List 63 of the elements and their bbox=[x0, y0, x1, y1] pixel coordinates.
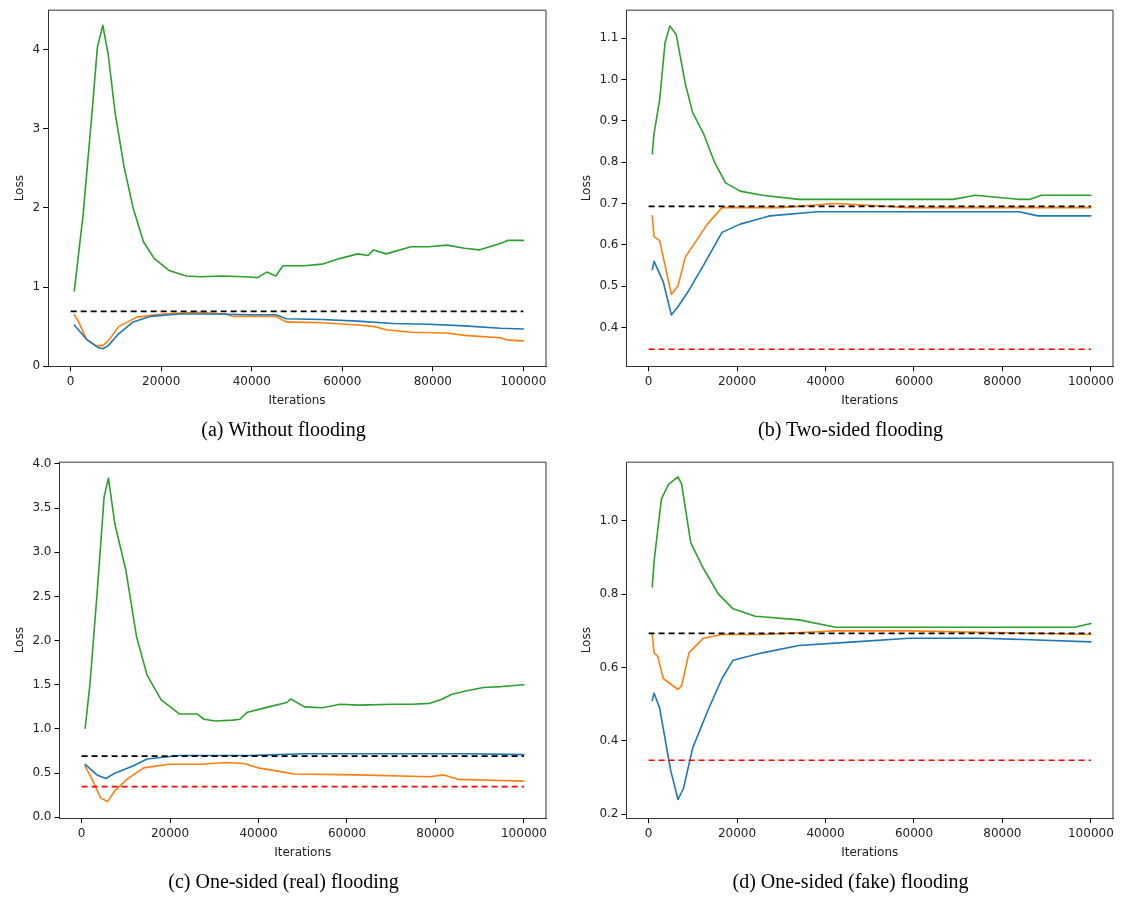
y-axis-title: Loss bbox=[12, 627, 27, 654]
x-tick-label: 60000 bbox=[894, 373, 934, 388]
x-tick-label: 20000 bbox=[150, 825, 190, 840]
y-tick-label: 2 bbox=[32, 200, 41, 215]
x-tick-label: 60000 bbox=[894, 825, 934, 840]
x-tick-label: 20000 bbox=[717, 373, 757, 388]
text: (c) One-sided (real) flooding bbox=[167, 870, 400, 895]
x-tick-label: 80000 bbox=[416, 825, 455, 840]
y-tick-label: 0.5 bbox=[32, 765, 52, 780]
y-axis-title: Loss bbox=[579, 627, 594, 654]
y-tick-label: 3 bbox=[32, 120, 41, 135]
y-tick-label: 0.2 bbox=[599, 806, 619, 821]
y-tick-label: 0.6 bbox=[599, 236, 619, 251]
x-tick-label: 20000 bbox=[142, 373, 181, 388]
x-tick-label: 60000 bbox=[327, 825, 367, 840]
y-tick-label: 0.9 bbox=[599, 113, 619, 128]
y-tick-label: 0 bbox=[32, 358, 41, 373]
y-tick-label: 0.6 bbox=[599, 659, 619, 674]
y-tick-label: 4.0 bbox=[32, 456, 52, 471]
y-tick-label: 1.1 bbox=[599, 30, 619, 45]
x-axis-title: Iterations bbox=[841, 392, 899, 407]
y-tick-label: 0.7 bbox=[599, 195, 619, 210]
y-tick-label: 1.0 bbox=[599, 71, 619, 86]
x-tick-label: 80000 bbox=[413, 373, 452, 388]
x-axis-title: Iterations bbox=[841, 844, 899, 859]
y-tick-label: 3.0 bbox=[32, 544, 52, 559]
x-tick-label: 40000 bbox=[806, 373, 845, 388]
y-tick-label: 0.4 bbox=[599, 732, 619, 747]
y-tick-label: 1 bbox=[32, 279, 41, 294]
y-tick-label: 0.8 bbox=[599, 154, 619, 169]
x-axis-title: Iterations bbox=[274, 844, 332, 859]
x-tick-label: 40000 bbox=[806, 825, 845, 840]
text: (d) One-sided (fake) flooding bbox=[731, 870, 970, 895]
y-tick-label: 1.0 bbox=[32, 721, 52, 736]
text: (a) Without flooding bbox=[200, 418, 367, 443]
x-tick-label: 100000 bbox=[500, 373, 547, 388]
x-tick-label: 80000 bbox=[983, 825, 1022, 840]
x-tick-label: 40000 bbox=[232, 373, 271, 388]
y-axis-title: Loss bbox=[579, 175, 594, 202]
x-tick-label: 100000 bbox=[500, 825, 547, 840]
x-tick-label: 60000 bbox=[323, 373, 362, 388]
y-tick-label: 2.5 bbox=[32, 588, 52, 603]
y-axis-title: Loss bbox=[12, 175, 27, 202]
text: (b) Two-sided flooding bbox=[757, 418, 944, 443]
x-axis-title: Iterations bbox=[268, 392, 326, 407]
y-tick-label: 4 bbox=[32, 41, 41, 56]
y-tick-label: 0.4 bbox=[599, 319, 619, 334]
x-tick-label: 20000 bbox=[717, 825, 757, 840]
x-tick-label: 0 bbox=[644, 825, 653, 840]
x-tick-label: 80000 bbox=[983, 373, 1022, 388]
y-tick-label: 1.0 bbox=[599, 512, 619, 527]
x-tick-label: 0 bbox=[644, 373, 653, 388]
x-tick-label: 40000 bbox=[239, 825, 278, 840]
y-tick-label: 2.0 bbox=[32, 632, 52, 647]
y-tick-label: 0.5 bbox=[599, 278, 619, 293]
x-tick-label: 0 bbox=[77, 825, 86, 840]
y-tick-label: 3.5 bbox=[32, 500, 52, 515]
y-tick-label: 0.8 bbox=[599, 586, 619, 601]
y-tick-label: 1.5 bbox=[32, 676, 52, 691]
x-tick-label: 100000 bbox=[1067, 373, 1114, 388]
y-tick-label: 0.0 bbox=[32, 809, 52, 824]
x-tick-label: 100000 bbox=[1067, 825, 1114, 840]
x-tick-label: 0 bbox=[66, 373, 75, 388]
